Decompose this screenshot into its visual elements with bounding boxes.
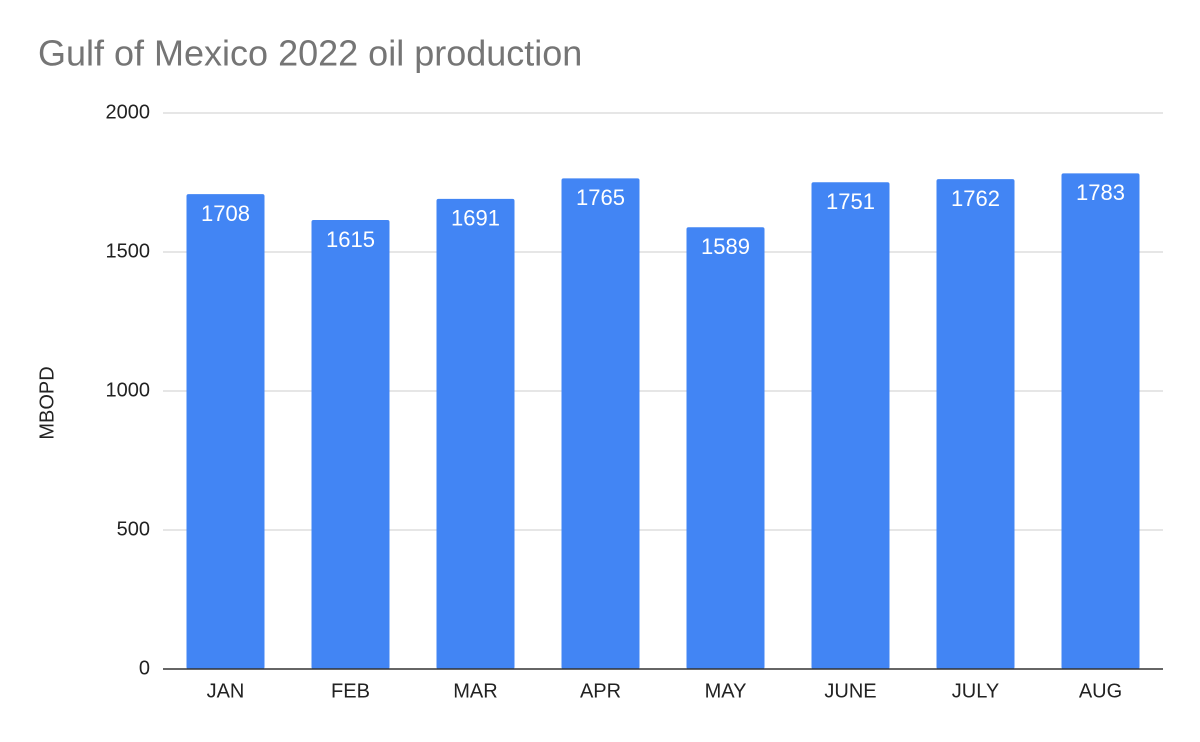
x-tick-label: AUG xyxy=(1079,680,1122,702)
x-tick-label: MAY xyxy=(705,680,747,702)
data-label: 1708 xyxy=(201,201,250,226)
data-label: 1762 xyxy=(951,186,1000,211)
y-axis-label: MBOPD xyxy=(36,366,58,439)
bar xyxy=(686,227,765,669)
x-tick-label: JUNE xyxy=(824,680,876,702)
bar xyxy=(436,198,515,670)
data-label: 1783 xyxy=(1076,180,1125,205)
y-tick-label: 2000 xyxy=(106,101,151,123)
bar xyxy=(186,194,265,669)
x-tick-label: JULY xyxy=(952,680,999,702)
y-tick-label: 500 xyxy=(117,518,150,540)
data-label: 1589 xyxy=(701,234,750,259)
data-label: 1615 xyxy=(326,227,375,252)
y-tick-label: 1500 xyxy=(106,240,151,262)
x-tick-label: FEB xyxy=(331,680,370,702)
x-tick-label: JAN xyxy=(207,680,245,702)
bar xyxy=(811,182,890,670)
chart-title: Gulf of Mexico 2022 oil production xyxy=(38,33,582,74)
bar xyxy=(311,220,390,669)
x-tick-label: APR xyxy=(580,680,621,702)
data-label: 1751 xyxy=(826,189,875,214)
y-tick-label: 1000 xyxy=(106,379,151,401)
bar xyxy=(561,178,640,669)
x-tick-label: MAR xyxy=(453,680,497,702)
data-label: 1691 xyxy=(451,206,500,231)
bar xyxy=(1061,173,1140,670)
bar xyxy=(936,179,1015,669)
y-tick-label: 0 xyxy=(139,657,150,679)
data-label: 1765 xyxy=(576,185,625,210)
